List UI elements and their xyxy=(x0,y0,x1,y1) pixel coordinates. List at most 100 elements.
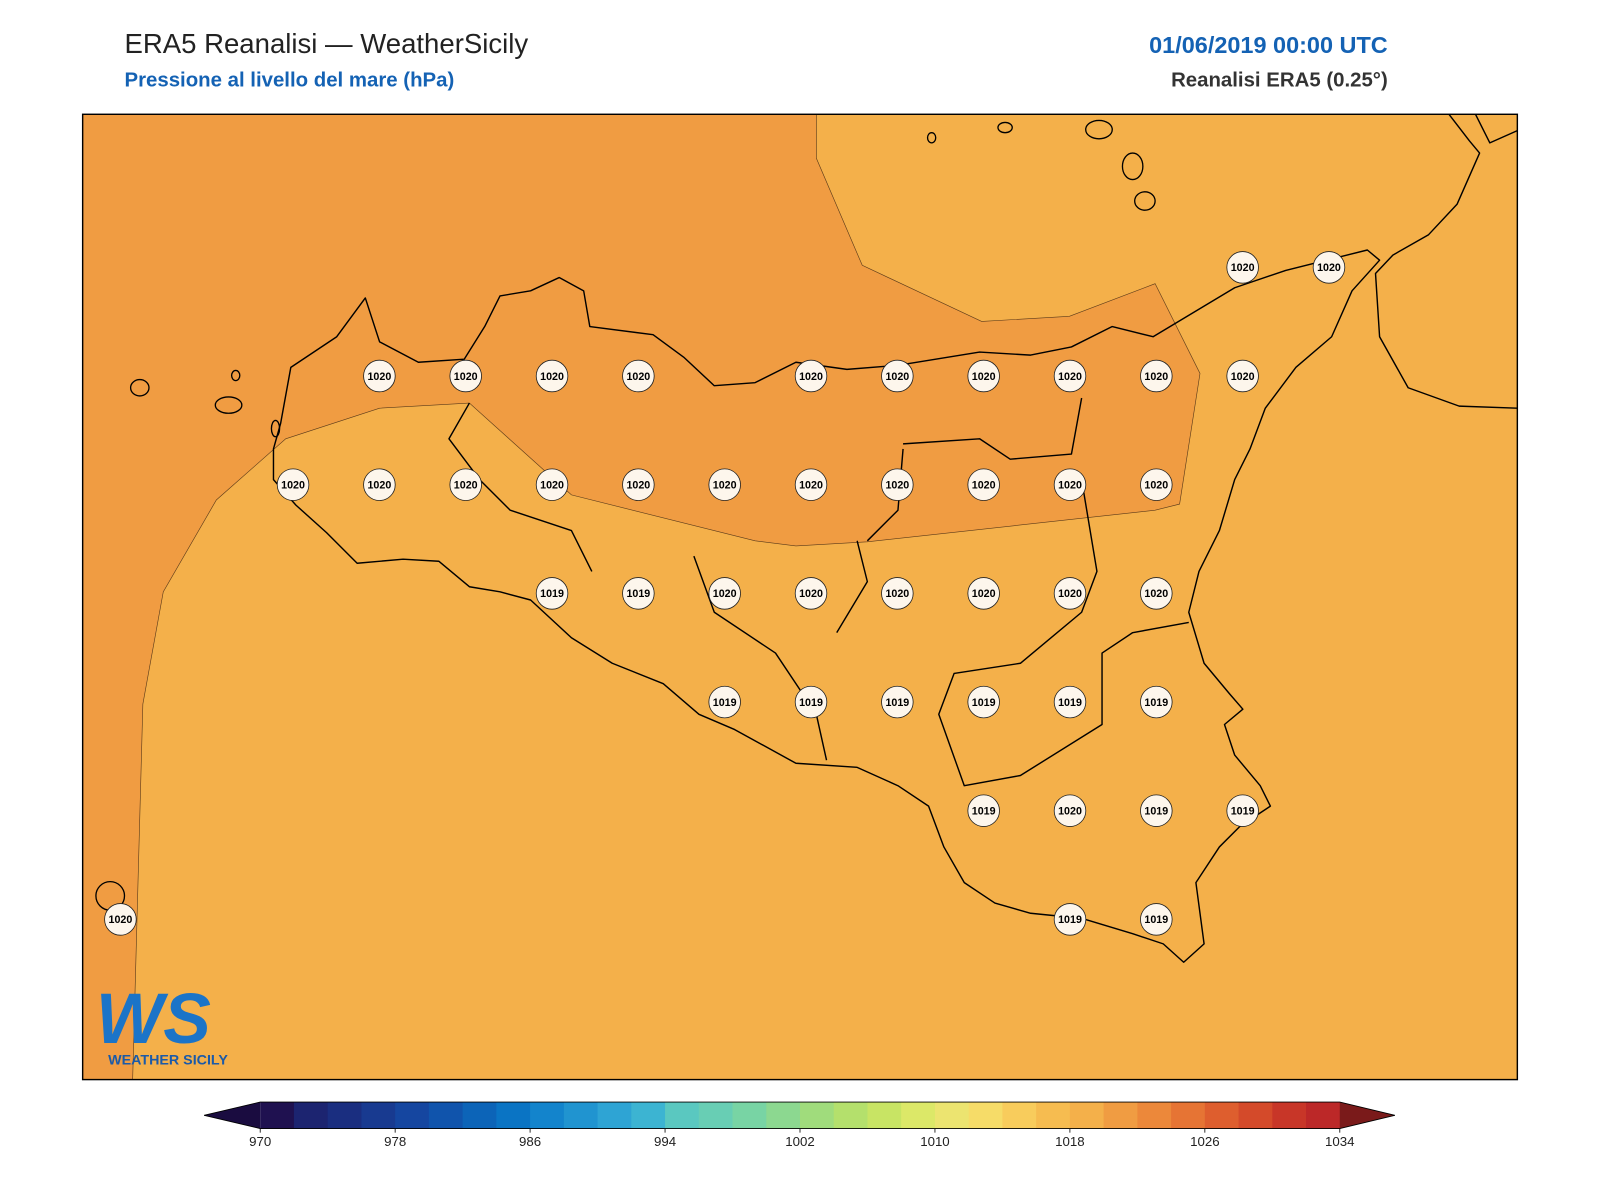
colorbar-segment xyxy=(901,1102,936,1129)
station: 1020 xyxy=(104,903,137,936)
station-value: 1019 xyxy=(713,697,737,709)
station-value: 1019 xyxy=(1144,806,1168,818)
station-value: 1020 xyxy=(626,371,650,383)
station: 1020 xyxy=(1140,577,1173,610)
station: 1020 xyxy=(967,359,1000,393)
pressure-area xyxy=(82,113,1201,1080)
colorbar-segment xyxy=(698,1102,734,1129)
station: 1020 xyxy=(1140,359,1173,393)
station-marker xyxy=(363,468,396,501)
colorbar-tick-label: 994 xyxy=(654,1134,676,1149)
station: 1019 xyxy=(1140,794,1173,827)
stations: 1020 1020 1020 1020 1020 1020 1020 1020 1020 1020… xyxy=(104,251,1346,936)
colorbar-segment xyxy=(833,1102,868,1129)
colorbar-segment xyxy=(631,1102,666,1129)
datetime: 01/06/2019 00:00 UTC xyxy=(1149,32,1388,58)
station-value: 1020 xyxy=(972,371,996,383)
colorbar-segment xyxy=(462,1102,497,1129)
station-value: 1020 xyxy=(109,914,133,926)
colorbar-over xyxy=(1339,1102,1395,1129)
colorbar-segment xyxy=(1002,1102,1037,1129)
station-marker xyxy=(1053,468,1087,501)
colorbar-tick-label: 978 xyxy=(384,1134,406,1149)
station: 1019 xyxy=(708,685,741,719)
station: 1020 xyxy=(708,468,741,501)
station-value: 1020 xyxy=(1144,371,1168,383)
station: 1019 xyxy=(622,577,655,610)
title: ERA5 Reanalisi — WeatherSicily xyxy=(124,28,528,59)
station-value: 1020 xyxy=(540,371,564,383)
station: 1019 xyxy=(1140,903,1173,936)
station-value: 1020 xyxy=(1058,371,1082,383)
colorbar-segment xyxy=(1306,1102,1341,1129)
colorbar-segment xyxy=(1069,1102,1105,1129)
station: 1020 xyxy=(794,577,828,610)
station-value: 1019 xyxy=(1144,697,1168,709)
station: 1020 xyxy=(1140,468,1173,501)
station-value: 1020 xyxy=(799,480,823,492)
station: 1019 xyxy=(967,685,1000,719)
station-value: 1019 xyxy=(799,697,823,709)
station-value: 1019 xyxy=(1144,914,1168,926)
station: 1020 xyxy=(881,577,914,610)
station-marker xyxy=(794,468,828,501)
station-value: 1020 xyxy=(626,480,650,492)
station-marker xyxy=(881,359,914,393)
station-value: 1019 xyxy=(1058,697,1082,709)
station-value: 1020 xyxy=(885,371,909,383)
station-value: 1019 xyxy=(626,588,650,600)
colorbar-segment xyxy=(293,1102,329,1129)
colorbar-segment xyxy=(934,1102,970,1129)
station-value: 1020 xyxy=(454,371,478,383)
coastline xyxy=(1474,113,1518,144)
station-value: 1020 xyxy=(972,480,996,492)
station-value: 1019 xyxy=(972,806,996,818)
station-marker xyxy=(1053,359,1087,393)
station-marker xyxy=(449,468,482,501)
logo-name: WEATHER SICILY xyxy=(108,1052,228,1068)
station: 1020 xyxy=(622,468,655,501)
station-value: 1020 xyxy=(1231,371,1255,383)
station-marker xyxy=(794,685,828,719)
station-marker xyxy=(1140,685,1173,719)
colorbar-segment xyxy=(530,1102,565,1129)
station: 1019 xyxy=(1053,685,1087,719)
station: 1020 xyxy=(363,359,396,393)
colorbar-segment xyxy=(665,1102,700,1129)
station: 1020 xyxy=(535,359,569,393)
station-value: 1019 xyxy=(885,697,909,709)
station-value: 1019 xyxy=(1058,914,1082,926)
station: 1020 xyxy=(1053,577,1087,610)
colorbar-under xyxy=(204,1102,261,1129)
station: 1020 xyxy=(1053,794,1087,827)
station-marker xyxy=(794,577,828,610)
colorbar-segment xyxy=(496,1102,531,1129)
station-marker xyxy=(967,468,1000,501)
colorbar-segment xyxy=(968,1102,1003,1129)
station-value: 1020 xyxy=(713,588,737,600)
colorbar-segment xyxy=(1103,1102,1138,1129)
station-value: 1019 xyxy=(540,588,564,600)
station: 1020 xyxy=(1053,468,1087,501)
colorbar-segment xyxy=(1272,1102,1307,1129)
station-marker xyxy=(1053,685,1087,719)
station-marker xyxy=(708,468,741,501)
colorbar-segment xyxy=(395,1102,430,1129)
station-marker xyxy=(535,359,569,393)
station-value: 1020 xyxy=(281,480,305,492)
station-value: 1020 xyxy=(1231,262,1255,274)
station-marker xyxy=(1140,794,1173,827)
station-marker xyxy=(622,359,655,393)
colorbar-segment xyxy=(260,1102,295,1129)
colorbar-tick-label: 986 xyxy=(519,1134,541,1149)
station-marker xyxy=(1053,794,1087,827)
station-marker xyxy=(1140,577,1173,610)
station: 1019 xyxy=(794,685,828,719)
station: 1020 xyxy=(967,577,1000,610)
station-marker xyxy=(276,468,310,501)
station: 1020 xyxy=(535,468,569,501)
station: 1020 xyxy=(622,359,655,393)
colorbar-segment xyxy=(1238,1102,1273,1129)
station-value: 1020 xyxy=(799,588,823,600)
